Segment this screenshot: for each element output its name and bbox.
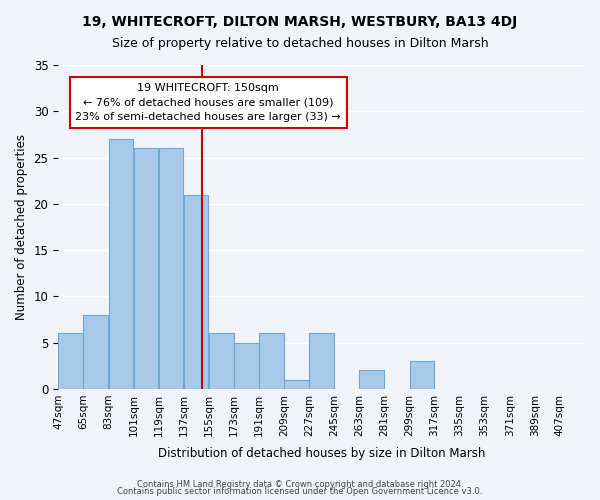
Bar [284,380,309,389]
X-axis label: Distribution of detached houses by size in Dilton Marsh: Distribution of detached houses by size … [158,447,485,460]
Bar [58,334,83,389]
Text: Size of property relative to detached houses in Dilton Marsh: Size of property relative to detached ho… [112,38,488,51]
Y-axis label: Number of detached properties: Number of detached properties [15,134,28,320]
Bar [109,139,133,389]
Bar [184,194,208,389]
Text: 19 WHITECROFT: 150sqm
← 76% of detached houses are smaller (109)
23% of semi-det: 19 WHITECROFT: 150sqm ← 76% of detached … [76,83,341,122]
Bar [159,148,184,389]
Bar [234,342,259,389]
Bar [83,315,108,389]
Bar [410,361,434,389]
Bar [209,334,233,389]
Text: Contains HM Land Registry data © Crown copyright and database right 2024.: Contains HM Land Registry data © Crown c… [137,480,463,489]
Bar [309,334,334,389]
Text: 19, WHITECROFT, DILTON MARSH, WESTBURY, BA13 4DJ: 19, WHITECROFT, DILTON MARSH, WESTBURY, … [82,15,518,29]
Bar [359,370,384,389]
Text: Contains public sector information licensed under the Open Government Licence v3: Contains public sector information licen… [118,487,482,496]
Bar [259,334,284,389]
Bar [134,148,158,389]
